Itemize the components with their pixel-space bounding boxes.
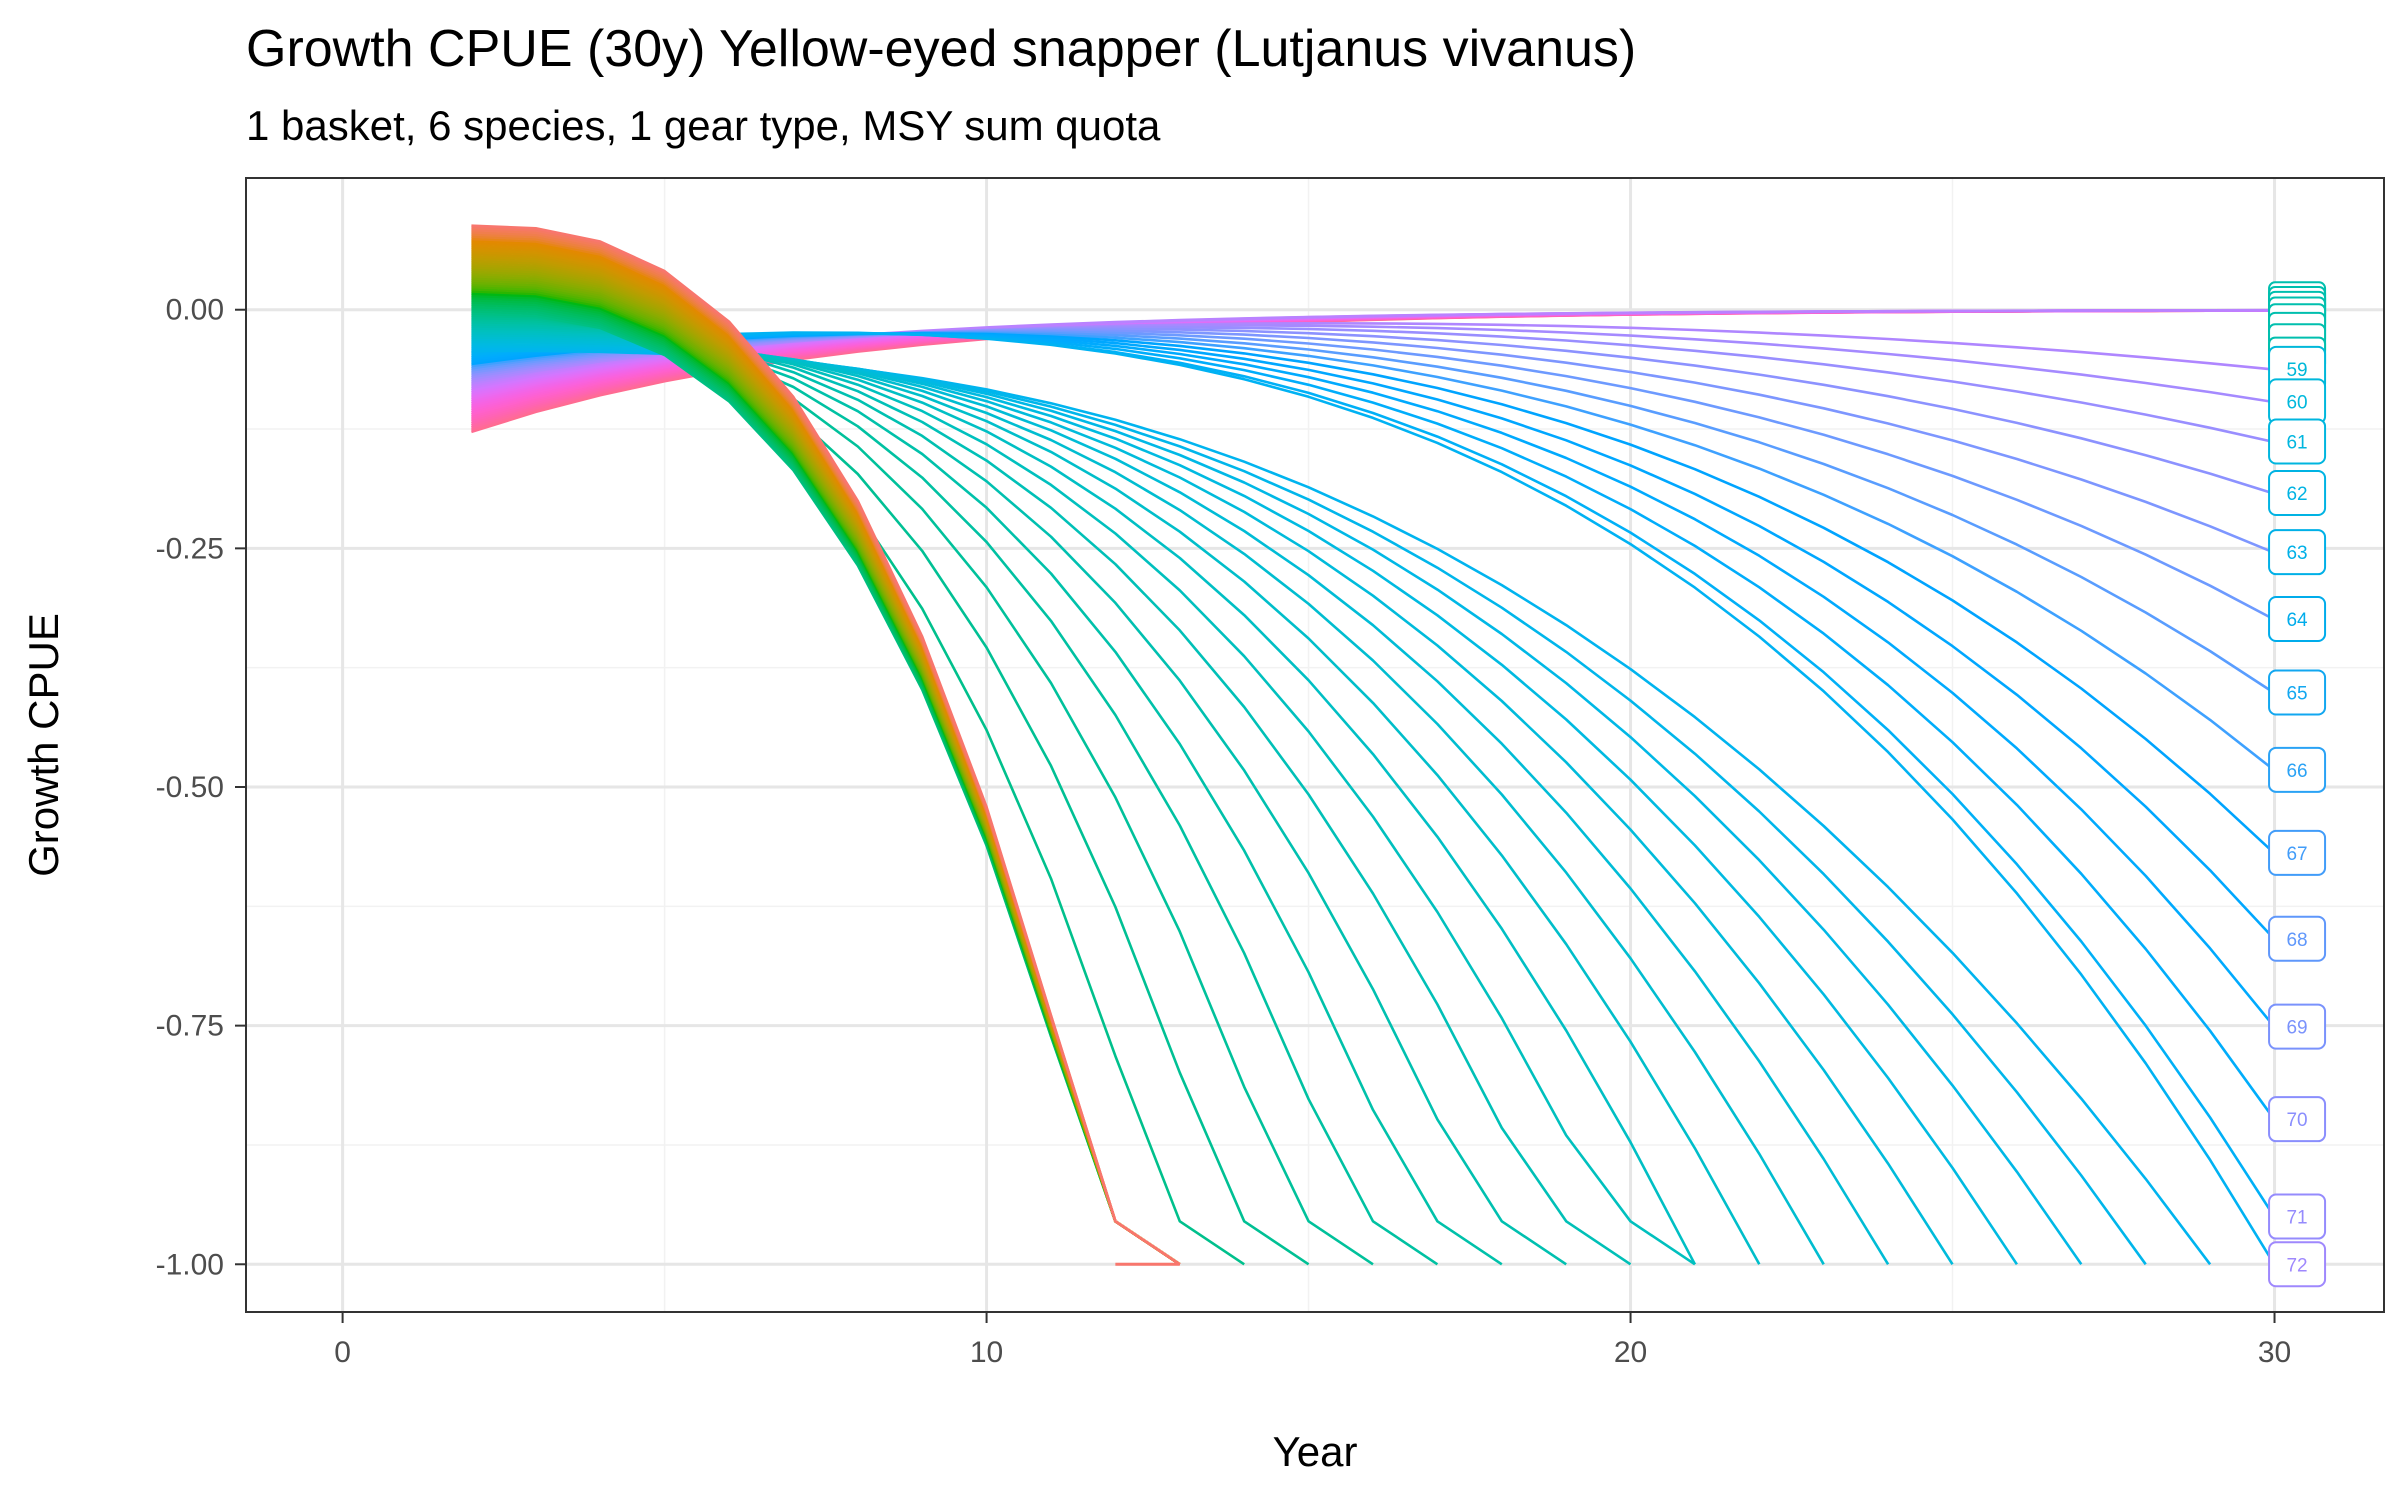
end-label-box [2268,470,2327,516]
end-label-text: 62 [2286,484,2307,505]
end-label-text: 67 [2286,844,2307,865]
end-label-66: 66 [2268,746,2327,793]
end-label-60: 60 [2268,378,2327,425]
end-label-67: 67 [2268,829,2327,876]
y-tick-label: -0.25 [156,532,224,565]
end-label-62: 62 [2268,470,2327,516]
x-tick-label: 30 [2258,1336,2291,1369]
end-label-box [2268,1241,2327,1288]
end-label-box [2268,1003,2327,1050]
end-label-box [2268,669,2327,716]
end-label-box [2268,1096,2327,1143]
x-tick-label: 10 [970,1336,1003,1369]
x-tick-label: 0 [334,1336,351,1369]
end-label-box [2268,829,2327,876]
end-label-text: 66 [2286,761,2307,782]
end-label-61: 61 [2268,418,2327,465]
y-tick-label: -0.75 [156,1010,224,1043]
end-label-text: 70 [2286,1110,2307,1131]
x-tick-label: 20 [1614,1336,1647,1369]
end-label-box [2268,915,2327,962]
end-label-box [2268,529,2327,576]
chart-subtitle: 1 basket, 6 species, 1 gear type, MSY su… [246,102,1161,149]
chart-title: Growth CPUE (30y) Yellow-eyed snapper (L… [246,20,1636,78]
end-label-text: 59 [2286,360,2307,381]
end-label-box [2268,418,2327,465]
end-label-text: 63 [2286,543,2307,564]
end-label-70: 70 [2268,1096,2327,1143]
y-tick-label: -0.50 [156,771,224,804]
end-label-text: 65 [2286,684,2307,705]
end-label-box [2268,1193,2327,1240]
end-label-63: 63 [2268,529,2327,576]
axes: 0 10 20 30 0.00 -0.25 -0.50 -0.75 -1.00 [156,294,2292,1369]
series-lines [471,224,2276,1266]
end-labels: 59 60 61 62 63 64 65 66 67 68 69 70 71 72 [2268,281,2327,1288]
y-tick-label: -1.00 [156,1248,224,1281]
end-label-text: 61 [2286,432,2307,453]
series-line [471,224,1181,1266]
end-label-72: 72 [2268,1241,2327,1288]
y-tick-label: 0.00 [166,294,224,327]
end-label-64: 64 [2268,596,2327,642]
end-label-text: 69 [2286,1018,2307,1039]
y-axis-title: Growth CPUE [20,613,67,877]
x-axis-title: Year [1273,1428,1358,1475]
end-label-text: 64 [2286,610,2308,631]
end-label-text: 72 [2286,1255,2307,1276]
end-label-box [2268,596,2327,642]
end-label-box [2268,746,2327,793]
series-line [471,331,2276,1266]
end-label-text: 60 [2286,392,2307,413]
plot-border [245,177,2385,1313]
grid-lines [246,178,2384,1312]
end-label-69: 69 [2268,1003,2327,1050]
end-label-65: 65 [2268,669,2327,716]
end-label-68: 68 [2268,915,2327,962]
end-label-text: 71 [2286,1208,2307,1229]
end-label-text: 68 [2286,930,2307,951]
end-label-71: 71 [2268,1193,2327,1240]
